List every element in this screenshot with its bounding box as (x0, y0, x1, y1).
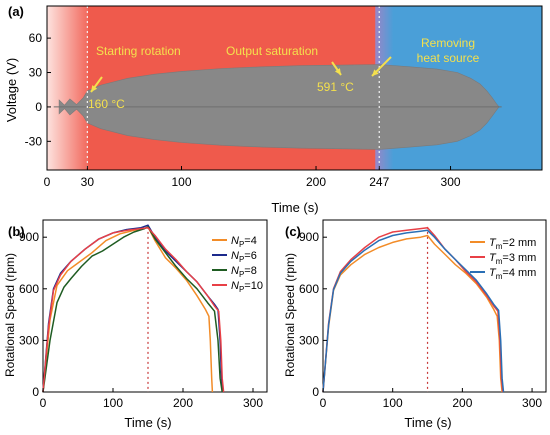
arrow-removing (371, 56, 392, 77)
panel-a-frame (46, 5, 543, 171)
region-1 (47, 6, 88, 170)
panel-b-plot: 0 100 200 300 0 300 600 900 NP=4NP=6NP=8NP=10 (19, 219, 268, 410)
panel-a-voltage-envelope (53, 64, 502, 150)
xtick-label-247: 247 (369, 175, 389, 189)
panel-c-xtick-label-300: 300 (522, 396, 542, 410)
panel-c-legend-label-1: Tm=2 mm (489, 237, 536, 251)
panel-c-ytick-label-300: 300 (299, 333, 319, 347)
arrow-saturation-head (334, 68, 341, 75)
panel-c-xtick-label-100: 100 (383, 396, 403, 410)
panel-c-series-1 (322, 234, 503, 393)
panel-c-series-2 (322, 226, 504, 393)
panel-c-ylabel: Rotational Speed (rpm) (283, 253, 297, 377)
annotation-removing: Removing (421, 36, 475, 50)
panel-b: 0 100 200 300 0 300 600 900 NP=4NP=6NP=8NP=10 (b… (3, 219, 268, 430)
panel-b-frame (42, 219, 268, 393)
panel-b-ytick-label-300: 300 (19, 333, 39, 347)
annotation-temp-saturation: 591 °C (317, 80, 354, 94)
ytick-label-0: 0 (35, 100, 42, 114)
panel-b-ytick-label-900: 900 (19, 230, 39, 244)
panel-c-ytick-label-600: 600 (299, 282, 319, 296)
panel-b-xlabel: Time (s) (124, 415, 171, 430)
panel-c-xtick-label-0: 0 (320, 396, 327, 410)
panel-a-annotations: Starting rotation 160 °C Output saturation… (88, 36, 480, 111)
arrow-start (90, 76, 103, 93)
panel-c-ytick-label-900: 900 (299, 230, 319, 244)
panel-b-legend-label-4: NP=10 (231, 280, 263, 294)
panel-a-guide-lines (86, 6, 380, 170)
panel-b-xtick-label-100: 100 (103, 396, 123, 410)
panel-c-xlabel: Time (s) (404, 415, 451, 430)
ytick-label-60: 60 (29, 31, 43, 45)
panel-b-xtick-label-0: 0 (40, 396, 47, 410)
arrow-removing-head (372, 69, 379, 76)
xtick-label-100: 100 (171, 175, 191, 189)
panel-b-legend-label-2: NP=6 (231, 250, 257, 264)
panel-b-xtick-label-300: 300 (243, 396, 263, 410)
annotation-starting-rotation: Starting rotation (96, 44, 181, 58)
panel-b-ylabel: Rotational Speed (rpm) (3, 253, 17, 377)
panel-c-legend-label-3: Tm=4 mm (489, 267, 536, 281)
panel-a-axes: 0 30 100 200 247 300 -30 0 30 60 (25, 31, 461, 189)
panel-b-ytick-label-600: 600 (19, 282, 39, 296)
panel-c-frame (322, 219, 547, 393)
panel-a-label: (a) (8, 4, 24, 19)
annotation-temp-start: 160 °C (88, 97, 125, 111)
xtick-label-200: 200 (306, 175, 326, 189)
ytick-label-30: 30 (29, 66, 43, 80)
panel-c-series-3 (322, 229, 505, 393)
arrow-saturation (331, 61, 342, 76)
panel-b-label: (b) (8, 224, 25, 239)
panel-c-label: (c) (285, 224, 301, 239)
panel-b-legend: NP=4NP=6NP=8NP=10 (212, 235, 263, 294)
xtick-label-30: 30 (81, 175, 95, 189)
panel-c-ytick-label-0: 0 (312, 385, 319, 399)
ytick-label--30: -30 (25, 134, 43, 148)
panel-b-ytick-label-0: 0 (32, 385, 39, 399)
panel-c-xtick-label-200: 200 (452, 396, 472, 410)
panel-a-ylabel: Voltage (V) (4, 58, 19, 122)
xtick-label-300: 300 (441, 175, 461, 189)
arrow-start-head (91, 85, 98, 92)
panel-a: 0 30 100 200 247 300 -30 0 30 60 Starting rotatio… (4, 4, 543, 215)
panel-b-legend-label-3: NP=8 (231, 265, 257, 279)
panel-b-xtick-label-200: 200 (173, 396, 193, 410)
annotation-heat-source: heat source (417, 51, 480, 65)
panel-b-legend-label-1: NP=4 (231, 235, 257, 249)
panel-a-xlabel: Time (s) (271, 200, 318, 215)
panel-c-legend-label-2: Tm=3 mm (489, 252, 536, 266)
panel-b-series-4 (42, 226, 225, 393)
xtick-label-0: 0 (44, 175, 51, 189)
annotation-output-saturation: Output saturation (226, 44, 318, 58)
